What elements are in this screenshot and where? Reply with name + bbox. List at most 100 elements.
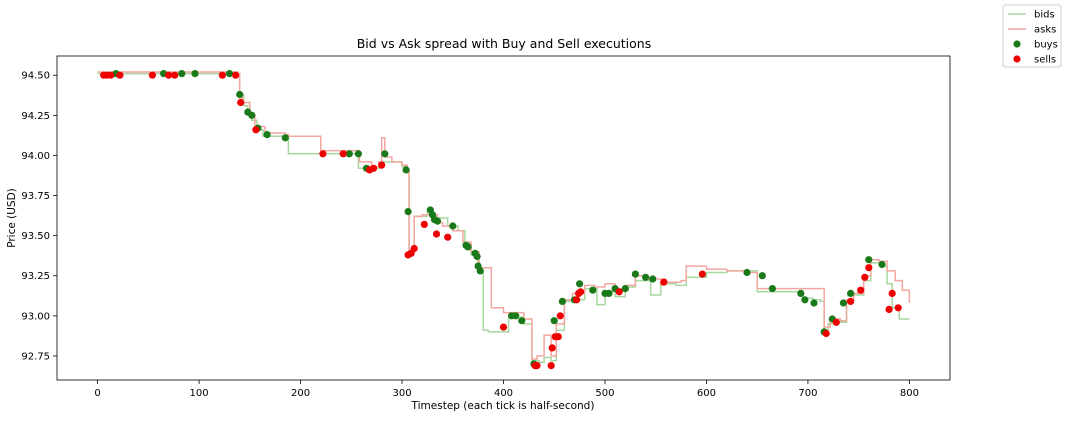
series-sells-point: [894, 304, 902, 312]
series-buys-point: [768, 285, 777, 293]
x-tick-label: 300: [392, 388, 411, 399]
series-sells-point: [232, 71, 240, 79]
series-sells-point: [888, 289, 896, 297]
series-buys-point: [589, 286, 597, 294]
series-sells-point: [319, 150, 327, 158]
series-sells-point: [885, 305, 893, 313]
legend-label-bids: bids: [1034, 10, 1055, 21]
series-buys-point: [225, 70, 234, 78]
series-sells-point: [116, 71, 124, 79]
series-sells-point: [847, 297, 855, 305]
series-buys-point: [743, 268, 751, 277]
series-sells-point: [148, 71, 156, 79]
y-axis: 92.75 93.00 93.25 93.50 93.75 94.00 94.25 94.50: [21, 71, 57, 362]
legend-label-asks: asks: [1034, 25, 1056, 36]
legend: bids asks buys sells: [1002, 4, 1062, 68]
x-tick-label: 100: [190, 388, 209, 399]
series-buys-point: [191, 70, 199, 78]
y-tick-label: 94.25: [21, 111, 50, 122]
series-sells-point: [547, 362, 555, 370]
series-bids-line: [97, 72, 910, 364]
series-buys-point: [758, 272, 766, 280]
series-buys-point: [605, 289, 613, 297]
series-sells-point: [556, 312, 564, 320]
series-buys-point: [550, 317, 558, 325]
series-sells-point: [432, 230, 441, 238]
x-tick-label: 400: [494, 388, 513, 399]
series-sells-point: [165, 71, 173, 79]
series-buys-point: [473, 252, 481, 261]
series-buys-point: [402, 166, 410, 174]
y-tick-label: 93.75: [21, 191, 50, 202]
legend-box: [1002, 4, 1062, 68]
series-buys-point: [449, 222, 457, 230]
y-tick-label: 93.50: [21, 231, 50, 242]
x-tick-label: 500: [595, 388, 614, 399]
legend-swatch-sells: [1013, 55, 1021, 63]
series-sells-point: [252, 126, 260, 134]
series-sells-point: [822, 329, 830, 338]
x-tick-label: 0: [94, 388, 100, 399]
series-buys-point: [576, 280, 584, 288]
y-axis-label: Price (USD): [6, 188, 18, 248]
series-buys-point: [464, 243, 472, 251]
series-sells-point: [832, 318, 840, 326]
y-tick-label: 93.25: [21, 271, 50, 282]
x-tick-label: 800: [900, 388, 919, 399]
series-sells-point: [444, 233, 452, 241]
series-buys-point: [839, 299, 848, 307]
series-buys-point: [558, 297, 567, 305]
y-tick-label: 94.00: [21, 151, 50, 162]
series-buys-point: [631, 270, 640, 278]
x-tick-label: 200: [291, 388, 310, 399]
series-buys-point: [801, 296, 809, 304]
series-sells-point: [533, 362, 541, 370]
series-sells-point: [378, 161, 386, 169]
y-tick-label: 94.50: [21, 71, 50, 82]
scatter-series-layer: [100, 70, 902, 370]
series-buys-point: [642, 273, 650, 281]
x-tick-label: 700: [798, 388, 817, 399]
series-sells-point: [861, 273, 869, 281]
line-series-layer: [97, 71, 911, 364]
series-sells-point: [615, 288, 623, 296]
series-buys-point: [476, 267, 484, 275]
series-buys-point: [404, 208, 412, 216]
series-buys-point: [236, 90, 244, 99]
series-buys-point: [878, 260, 886, 269]
series-sells-point: [577, 288, 585, 296]
x-tick-label: 600: [697, 388, 716, 399]
series-buys-point: [345, 150, 353, 158]
series-sells-point: [548, 344, 556, 352]
series-buys-point: [433, 217, 442, 225]
y-tick-label: 92.75: [21, 351, 50, 362]
series-sells-point: [573, 296, 581, 304]
series-buys-point: [621, 285, 629, 293]
series-sells-point: [698, 270, 707, 278]
series-sells-point: [107, 71, 115, 79]
series-buys-point: [865, 256, 873, 264]
series-buys-point: [847, 289, 855, 297]
legend-label-buys: buys: [1034, 40, 1058, 51]
series-sells-point: [370, 164, 378, 172]
series-sells-point: [339, 150, 347, 158]
series-buys-point: [281, 134, 289, 142]
series-sells-point: [660, 278, 668, 286]
series-asks-line: [97, 71, 911, 360]
series-buys-point: [248, 111, 256, 119]
series-sells-point: [237, 98, 245, 107]
series-buys-point: [178, 70, 186, 78]
y-tick-label: 93.00: [21, 311, 50, 322]
series-sells-point: [171, 71, 179, 79]
series-sells-point: [554, 333, 562, 341]
legend-label-sells: sells: [1034, 55, 1056, 66]
series-sells-point: [499, 323, 508, 331]
x-axis-label: Timestep (each tick is half-second): [411, 400, 595, 412]
series-sells-point: [865, 264, 873, 272]
series-buys-point: [649, 275, 657, 283]
series-sells-point: [420, 220, 428, 228]
legend-swatch-buys: [1013, 40, 1021, 48]
series-buys-point: [354, 150, 362, 158]
